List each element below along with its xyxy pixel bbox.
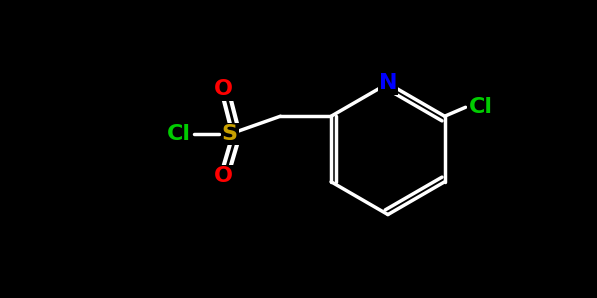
Text: O: O	[214, 166, 233, 186]
Text: Cl: Cl	[469, 97, 493, 117]
Text: O: O	[214, 79, 233, 100]
Text: N: N	[378, 73, 397, 94]
Text: Cl: Cl	[167, 124, 191, 144]
Text: S: S	[222, 124, 238, 144]
